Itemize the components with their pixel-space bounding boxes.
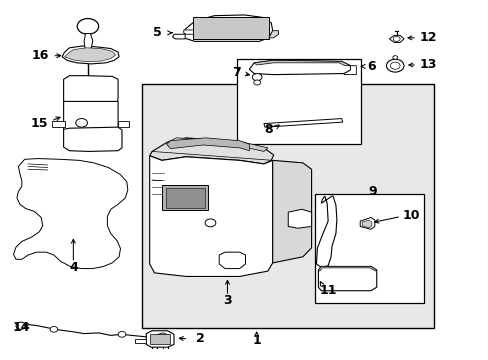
Text: 8: 8: [264, 123, 272, 136]
Polygon shape: [63, 76, 118, 109]
Bar: [162, 185, 207, 210]
Text: 16: 16: [32, 49, 49, 62]
Polygon shape: [316, 196, 336, 267]
Polygon shape: [219, 252, 245, 269]
Polygon shape: [268, 31, 278, 38]
Polygon shape: [318, 266, 376, 291]
Polygon shape: [166, 138, 249, 151]
Text: 3: 3: [223, 294, 231, 307]
Polygon shape: [63, 127, 122, 152]
Text: 9: 9: [368, 185, 376, 198]
Text: 2: 2: [196, 333, 204, 346]
Circle shape: [76, 118, 87, 127]
Polygon shape: [118, 121, 128, 127]
Polygon shape: [64, 48, 116, 62]
Bar: [314, 194, 424, 303]
Text: 4: 4: [69, 261, 78, 274]
Bar: [142, 84, 433, 328]
Text: 10: 10: [402, 209, 420, 222]
Text: 15: 15: [30, 117, 47, 130]
Polygon shape: [183, 30, 193, 34]
Polygon shape: [135, 339, 146, 342]
Circle shape: [389, 62, 399, 69]
Text: 5: 5: [153, 26, 162, 39]
Text: 11: 11: [319, 284, 337, 297]
Polygon shape: [287, 209, 311, 228]
Polygon shape: [149, 156, 272, 276]
Polygon shape: [360, 217, 374, 229]
Circle shape: [392, 56, 397, 59]
Polygon shape: [362, 220, 371, 228]
Polygon shape: [154, 333, 166, 340]
Circle shape: [392, 36, 399, 41]
Bar: [237, 59, 361, 144]
Circle shape: [253, 80, 260, 85]
Bar: [193, 18, 268, 39]
Polygon shape: [249, 60, 350, 75]
Text: 6: 6: [366, 60, 375, 73]
Circle shape: [252, 73, 262, 81]
Bar: [149, 334, 170, 344]
Circle shape: [16, 322, 26, 329]
Polygon shape: [264, 118, 342, 127]
Text: 7: 7: [231, 66, 240, 79]
Circle shape: [386, 59, 403, 72]
Polygon shape: [254, 60, 350, 66]
Polygon shape: [52, 121, 64, 127]
Circle shape: [50, 327, 58, 332]
Circle shape: [77, 18, 99, 34]
Polygon shape: [183, 15, 272, 41]
Text: 13: 13: [419, 58, 436, 72]
Polygon shape: [172, 34, 185, 39]
Polygon shape: [149, 138, 273, 164]
Polygon shape: [166, 138, 267, 152]
Text: 14: 14: [12, 321, 30, 334]
Bar: [165, 188, 204, 208]
Circle shape: [118, 332, 125, 337]
Polygon shape: [14, 158, 127, 269]
Polygon shape: [63, 102, 118, 135]
Circle shape: [204, 219, 215, 227]
Polygon shape: [388, 35, 403, 42]
Polygon shape: [146, 331, 174, 347]
Polygon shape: [84, 33, 93, 50]
Text: 1: 1: [252, 333, 261, 347]
Polygon shape: [62, 46, 119, 64]
Polygon shape: [344, 66, 356, 75]
Text: 12: 12: [419, 31, 436, 44]
Polygon shape: [318, 266, 376, 271]
Polygon shape: [272, 160, 311, 263]
